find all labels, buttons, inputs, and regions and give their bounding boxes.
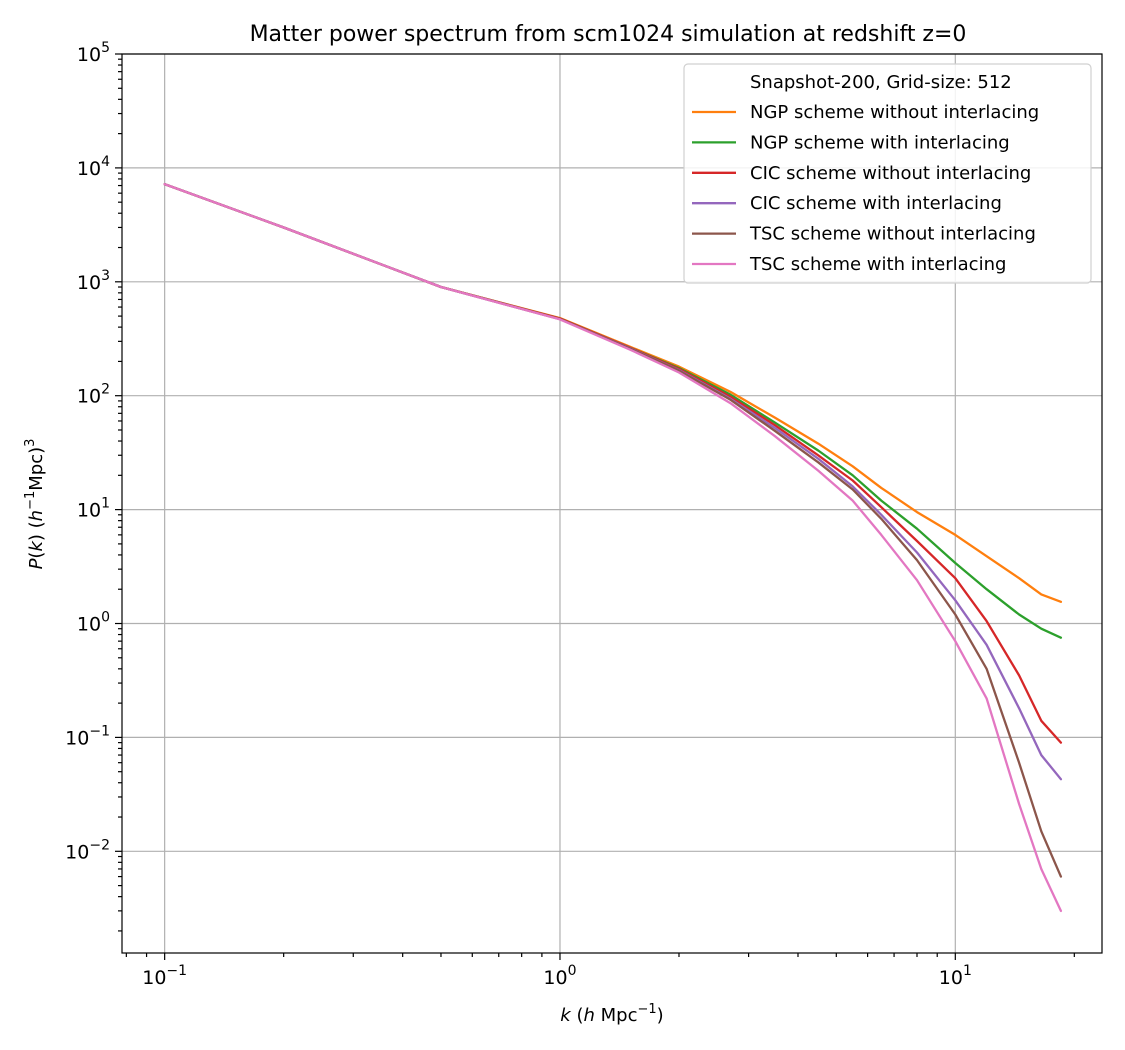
legend-title: Snapshot-200, Grid-size: 512 <box>750 72 1012 93</box>
legend-entries: NGP scheme without interlacing NGP scheme… <box>692 102 1039 275</box>
y-tick-label: 10−1 <box>65 723 110 749</box>
legend-label: CIC scheme with interlacing <box>750 193 1002 214</box>
x-tick-label: 100 <box>543 963 576 989</box>
legend-label: NGP scheme with interlacing <box>750 132 1010 153</box>
y-tick-label: 10−2 <box>65 837 110 863</box>
series-line-6 <box>163 183 1063 913</box>
legend-box <box>683 63 1092 284</box>
axis-ticks <box>115 53 1075 960</box>
plot-frame <box>121 53 1103 954</box>
y-tick-label: 100 <box>77 610 110 636</box>
x-axis-label: k (h Mpc−1) <box>560 1002 663 1026</box>
legend-label: TSC scheme with interlacing <box>749 254 1006 275</box>
y-tick-labels: 10−2 10−1 100 101 102 103 104 105 <box>65 40 110 863</box>
y-tick-label: 102 <box>77 382 110 408</box>
y-tick-label: 105 <box>77 40 110 66</box>
x-tick-label: 101 <box>939 963 972 989</box>
legend: Snapshot-200, Grid-size: 512 NGP scheme … <box>683 63 1092 284</box>
legend-label: NGP scheme without interlacing <box>750 102 1039 123</box>
y-tick-label: 103 <box>77 268 110 294</box>
chart-title: Matter power spectrum from scm1024 simul… <box>250 22 967 47</box>
series-lines <box>163 183 1063 913</box>
legend-label: TSC scheme without interlacing <box>749 224 1036 245</box>
y-tick-label: 104 <box>77 154 110 180</box>
x-tick-label: 10−1 <box>142 963 187 989</box>
y-tick-label: 101 <box>77 496 110 522</box>
legend-label: CIC scheme without interlacing <box>750 163 1031 184</box>
y-axis-label: P(k) (h−1Mpc)3 <box>23 439 47 570</box>
x-tick-labels: 10−1 100 101 <box>142 963 972 989</box>
